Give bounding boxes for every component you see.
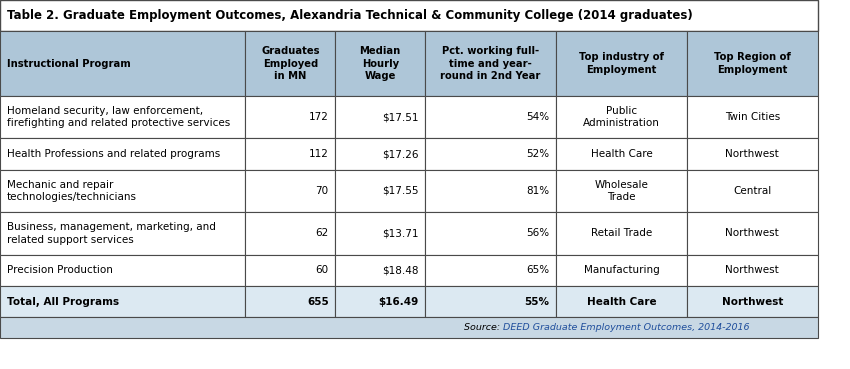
Text: Homeland security, law enforcement,
firefighting and related protective services: Homeland security, law enforcement, fire…	[7, 106, 230, 128]
Text: Table 2. Graduate Employment Outcomes, Alexandria Technical & Community College : Table 2. Graduate Employment Outcomes, A…	[7, 9, 692, 22]
Text: Northwest: Northwest	[725, 149, 779, 159]
Bar	[335, 170, 425, 212]
Text: 62: 62	[315, 228, 329, 238]
Text: Source:: Source:	[464, 323, 503, 332]
Bar	[335, 255, 425, 286]
Bar	[246, 255, 335, 286]
Text: 60: 60	[315, 265, 329, 275]
Bar	[0, 96, 246, 138]
Bar	[0, 170, 246, 212]
Text: $17.26: $17.26	[382, 149, 419, 159]
Text: 54%: 54%	[526, 112, 549, 122]
Text: Pct. working full-
time and year-
round in 2nd Year: Pct. working full- time and year- round …	[440, 46, 541, 81]
Text: Business, management, marketing, and
related support services: Business, management, marketing, and rel…	[7, 222, 215, 245]
Bar	[687, 138, 818, 170]
Text: Public
Administration: Public Administration	[583, 106, 660, 128]
Bar	[335, 138, 425, 170]
Bar	[246, 138, 335, 170]
Bar	[556, 212, 687, 255]
Bar	[687, 31, 818, 96]
Text: Health Care: Health Care	[586, 297, 656, 307]
Bar	[0, 317, 818, 338]
Text: 65%: 65%	[526, 265, 549, 275]
Text: $17.55: $17.55	[382, 186, 419, 196]
Bar	[0, 138, 246, 170]
Text: Twin Cities: Twin Cities	[725, 112, 780, 122]
Text: 655: 655	[307, 297, 329, 307]
Text: $17.51: $17.51	[382, 112, 419, 122]
Text: Top Region of
Employment: Top Region of Employment	[714, 52, 791, 75]
Text: DEED Graduate Employment Outcomes, 2014-2016: DEED Graduate Employment Outcomes, 2014-…	[503, 323, 750, 332]
Bar	[425, 212, 556, 255]
Text: Mechanic and repair
technologies/technicians: Mechanic and repair technologies/technic…	[7, 180, 137, 202]
Text: 70: 70	[315, 186, 329, 196]
Text: Manufacturing: Manufacturing	[584, 265, 660, 275]
Text: Northwest: Northwest	[725, 228, 779, 238]
Text: $16.49: $16.49	[378, 297, 419, 307]
Text: 52%: 52%	[526, 149, 549, 159]
Bar	[246, 96, 335, 138]
Bar	[556, 31, 687, 96]
Bar	[0, 286, 246, 317]
Text: Instructional Program: Instructional Program	[7, 59, 130, 69]
Text: Total, All Programs: Total, All Programs	[7, 297, 119, 307]
Bar	[335, 286, 425, 317]
Bar	[556, 170, 687, 212]
Bar	[335, 31, 425, 96]
Bar	[246, 286, 335, 317]
Text: 56%: 56%	[526, 228, 549, 238]
Text: Graduates
Employed
in MN: Graduates Employed in MN	[261, 46, 320, 81]
Text: Health Care: Health Care	[591, 149, 652, 159]
Bar	[425, 96, 556, 138]
Bar	[246, 212, 335, 255]
Text: Top industry of
Employment: Top industry of Employment	[579, 52, 664, 75]
Text: Health Professions and related programs: Health Professions and related programs	[7, 149, 220, 159]
Bar	[425, 31, 556, 96]
Bar	[687, 255, 818, 286]
Bar	[556, 255, 687, 286]
Bar	[425, 138, 556, 170]
Bar	[687, 96, 818, 138]
Text: 112: 112	[309, 149, 329, 159]
Bar	[556, 286, 687, 317]
Bar	[335, 96, 425, 138]
Text: 81%: 81%	[526, 186, 549, 196]
Text: Central: Central	[734, 186, 772, 196]
Bar	[687, 286, 818, 317]
Text: Northwest: Northwest	[725, 265, 779, 275]
Text: Precision Production: Precision Production	[7, 265, 112, 275]
Text: Retail Trade: Retail Trade	[591, 228, 652, 238]
Bar	[687, 170, 818, 212]
Text: 172: 172	[309, 112, 329, 122]
Bar	[556, 96, 687, 138]
Bar	[425, 170, 556, 212]
Text: Northwest: Northwest	[722, 297, 783, 307]
Bar	[246, 170, 335, 212]
Text: $18.48: $18.48	[382, 265, 419, 275]
Bar	[0, 31, 246, 96]
Bar	[246, 31, 335, 96]
Text: Median
Hourly
Wage: Median Hourly Wage	[360, 46, 401, 81]
Bar	[0, 255, 246, 286]
Text: 55%: 55%	[524, 297, 549, 307]
Bar	[0, 212, 246, 255]
Bar	[556, 138, 687, 170]
Text: Wholesale
Trade: Wholesale Trade	[594, 180, 649, 202]
Bar	[0, 0, 818, 31]
Bar	[335, 212, 425, 255]
Bar	[425, 255, 556, 286]
Bar	[425, 286, 556, 317]
Text: $13.71: $13.71	[382, 228, 419, 238]
Bar	[687, 212, 818, 255]
